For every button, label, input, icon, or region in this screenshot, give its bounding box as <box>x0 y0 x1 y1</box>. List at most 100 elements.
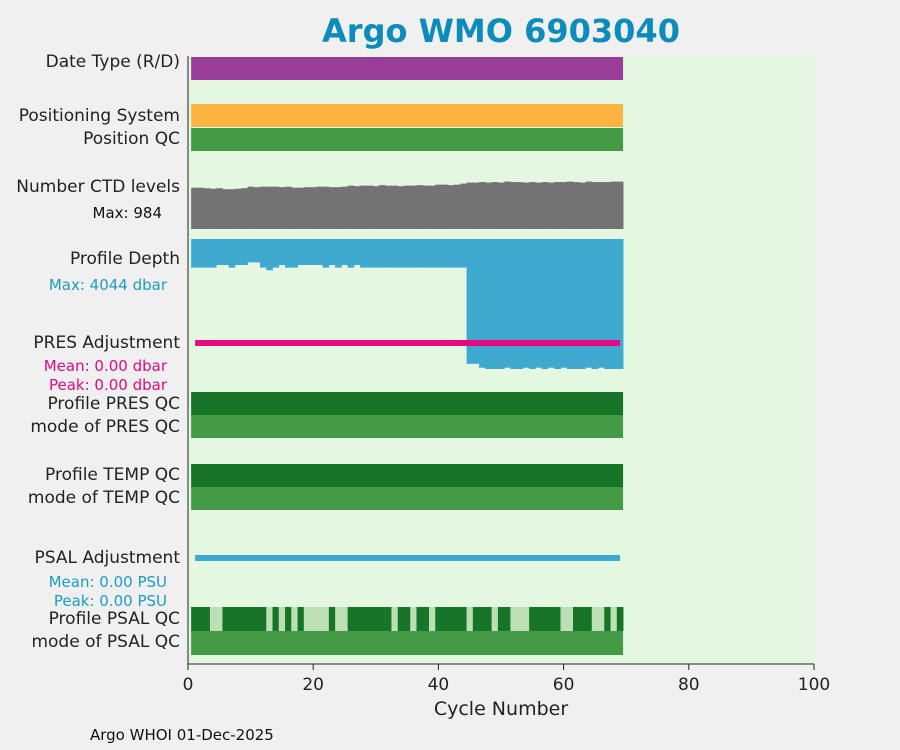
ctd-levels-bar <box>598 182 605 229</box>
profile-depth-bar <box>566 239 574 369</box>
profile-psal-qc-segment <box>366 607 374 631</box>
profile-depth-bar <box>554 239 561 369</box>
ctd-levels-bar <box>241 188 248 229</box>
profile-psal-qc-segment <box>547 607 555 631</box>
ctd-levels-bar <box>560 182 568 229</box>
profile-depth-bar <box>259 239 267 268</box>
profile-depth-bar <box>560 239 568 368</box>
profile-psal-qc-segment <box>522 607 530 631</box>
profile-depth-bar <box>222 239 230 265</box>
ctd-levels-bar <box>441 184 449 229</box>
profile-depth-bar <box>322 239 330 268</box>
profile-psal-qc-segment <box>247 607 255 631</box>
profile-psal-qc-segment <box>285 607 292 631</box>
ctd-levels-bar <box>435 184 442 229</box>
ctd-levels-bar <box>604 182 611 229</box>
profile-depth-bar <box>285 239 292 268</box>
label-date-type: Date Type (R/D) <box>45 52 180 72</box>
profile-psal-qc-segment <box>422 607 430 631</box>
ctd-levels-bar <box>416 185 424 229</box>
ctd-levels-bar <box>222 189 230 229</box>
ctd-levels-bar <box>491 182 499 229</box>
ctd-levels-bar <box>310 187 317 229</box>
profile-psal-qc-segment <box>466 607 474 631</box>
x-tick-label: 100 <box>797 675 831 695</box>
ctd-levels-bar <box>510 182 518 229</box>
profile-psal-qc-segment <box>341 607 349 631</box>
profile-psal-qc-segment <box>391 607 399 631</box>
profile-depth-bar <box>572 239 580 369</box>
profile-depth-bar <box>253 239 261 263</box>
profile-depth-bar <box>422 239 430 268</box>
ctd-levels-bar <box>341 186 349 229</box>
profile-psal-qc-segment <box>585 607 593 631</box>
profile-psal-qc-segment <box>491 607 499 631</box>
profile-depth-bar <box>447 239 455 268</box>
profile-depth-bar <box>485 239 493 369</box>
profile-psal-qc-segment <box>272 607 280 631</box>
profile-depth-bar <box>366 239 374 268</box>
profile-depth-bar <box>535 239 543 368</box>
x-tick-label: 0 <box>182 675 194 695</box>
profile-psal-qc-segment <box>234 607 242 631</box>
profile-depth-bar <box>378 239 386 268</box>
profile-depth-bar <box>529 239 536 369</box>
ctd-levels-bar <box>259 186 267 229</box>
profile-psal-qc-segment <box>598 607 605 631</box>
profile-depth-bar <box>385 239 392 268</box>
profile-depth-bar <box>266 239 273 271</box>
profile-psal-qc-segment <box>328 607 336 631</box>
profile-depth-bar <box>360 239 367 268</box>
profile-psal-qc-segment <box>541 607 549 631</box>
profile-psal-qc-segment <box>572 607 580 631</box>
ctd-levels-bar <box>579 182 586 229</box>
ctd-levels-bar <box>504 181 511 229</box>
profile-depth-bar <box>591 239 599 369</box>
profile-psal-qc-segment <box>554 607 561 631</box>
profile-depth-bar <box>547 239 555 368</box>
footer-credit: Argo WHOI 01-Dec-2025 <box>90 726 274 744</box>
ctd-levels-bar <box>378 185 386 229</box>
profile-depth-bar <box>241 239 248 265</box>
profile-psal-qc-segment <box>591 607 599 631</box>
profile-depth-bar <box>328 239 336 265</box>
ctd-levels-bar <box>610 181 618 229</box>
date-type-bar <box>191 57 624 80</box>
x-tick-label: 20 <box>302 675 325 695</box>
profile-depth-bar <box>441 239 449 268</box>
profile-psal-qc-segment <box>604 607 611 631</box>
ctd-levels-bar <box>328 187 336 229</box>
profile-depth-bar <box>316 239 323 265</box>
profile-depth-bar <box>616 239 624 369</box>
profile-depth-bar <box>209 239 217 268</box>
profile-psal-qc-segment <box>241 607 248 631</box>
pres-adjustment-line <box>195 340 621 346</box>
ctd-levels-bar <box>460 183 467 229</box>
ctd-levels-bar <box>485 182 493 229</box>
ctd-levels-bar <box>529 182 536 229</box>
profile-depth-bar <box>491 239 499 369</box>
profile-depth-bar <box>410 239 417 268</box>
profile-psal-qc-segment <box>222 607 230 631</box>
ctd-levels-bar <box>316 186 323 229</box>
ctd-levels-bar <box>522 182 530 229</box>
pres-peak-note: Peak: 0.00 dbar <box>48 376 167 394</box>
ctd-levels-bar <box>234 188 242 229</box>
profile-depth-bar <box>234 239 242 265</box>
ctd-levels-bar <box>429 185 436 229</box>
profile-depth-bar <box>604 239 611 369</box>
ctd-levels-bar <box>247 186 255 229</box>
ctd-levels-bar <box>479 182 486 229</box>
ctd-levels-bar <box>516 182 524 229</box>
profile-psal-qc-segment <box>353 607 361 631</box>
ctd-levels-bar <box>335 187 342 229</box>
psal-adjustment-line <box>195 555 621 561</box>
x-tick-label: 40 <box>427 675 450 695</box>
profile-depth-bar <box>291 239 298 268</box>
profile-depth-bar <box>403 239 411 268</box>
profile-depth-bar <box>541 239 549 369</box>
profile-psal-qc-segment <box>378 607 386 631</box>
ctd-levels-bar <box>547 182 555 229</box>
ctd-levels-bar <box>191 187 198 229</box>
profile-depth-bar <box>247 239 255 263</box>
